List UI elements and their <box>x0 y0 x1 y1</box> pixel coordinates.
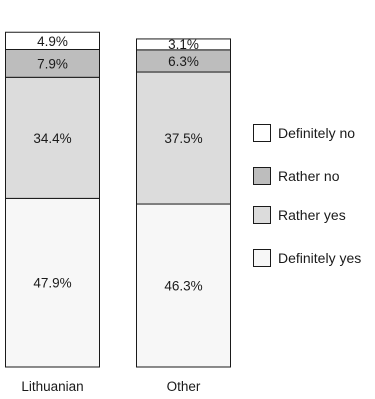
bar-segment-rather-yes <box>136 71 231 205</box>
bar-segment-rather-yes <box>5 76 100 199</box>
category-label: Other <box>167 379 201 394</box>
bar-segment-definitely-no <box>136 38 231 51</box>
data-label-definitely-no: 4.9% <box>37 34 68 49</box>
bar-segment-definitely-no <box>5 31 100 50</box>
data-label-definitely-no: 3.1% <box>168 37 199 52</box>
legend-label-definitely-yes: Definitely yes <box>278 250 361 266</box>
data-label-rather-no: 7.9% <box>37 56 68 71</box>
data-label-rather-yes: 34.4% <box>33 131 71 146</box>
category-label: Lithuanian <box>21 379 83 394</box>
data-label-definitely-yes: 46.3% <box>164 279 202 294</box>
legend-label-rather-no: Rather no <box>278 168 340 184</box>
legend-swatch-rather-yes <box>253 206 271 224</box>
data-label-rather-yes: 37.5% <box>164 131 202 146</box>
data-label-definitely-yes: 47.9% <box>33 276 71 291</box>
legend-label-rather-yes: Rather yes <box>278 207 346 223</box>
legend-swatch-definitely-no <box>253 124 271 142</box>
bar-segment-definitely-yes <box>5 197 100 368</box>
legend-swatch-rather-no <box>253 167 271 185</box>
legend-swatch-definitely-yes <box>253 249 271 267</box>
bar-segment-definitely-yes <box>136 203 231 368</box>
legend-label-definitely-no: Definitely no <box>278 125 355 141</box>
data-label-rather-no: 6.3% <box>168 54 199 69</box>
